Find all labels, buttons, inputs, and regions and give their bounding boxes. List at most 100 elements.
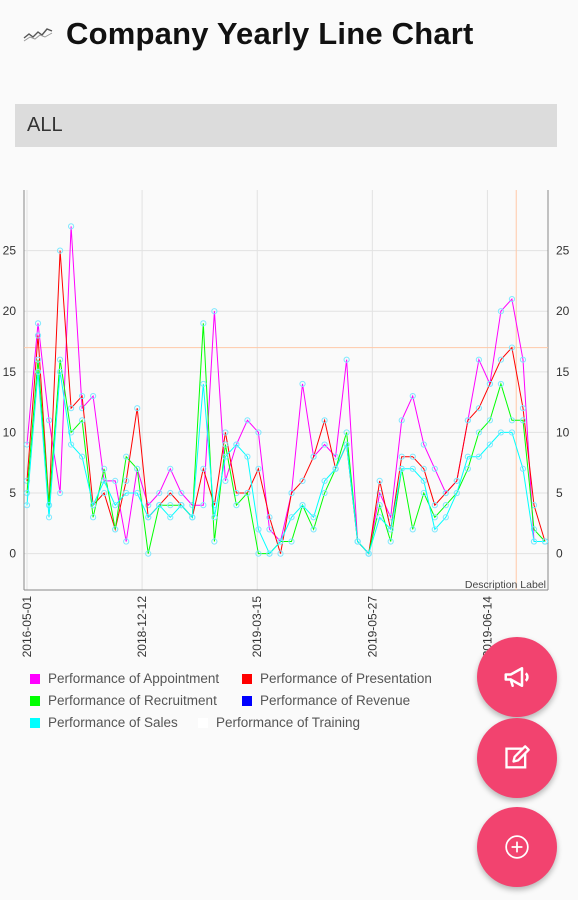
data-point[interactable] xyxy=(56,368,64,375)
data-point[interactable] xyxy=(101,489,108,497)
data-point[interactable] xyxy=(67,405,75,412)
data-point[interactable] xyxy=(200,320,207,327)
data-point[interactable] xyxy=(167,489,174,497)
data-point[interactable] xyxy=(200,380,207,388)
data-point[interactable] xyxy=(45,502,53,509)
data-point[interactable] xyxy=(486,441,493,448)
data-point[interactable] xyxy=(387,526,394,533)
edit-fab-button[interactable] xyxy=(477,718,557,798)
data-point[interactable] xyxy=(200,502,207,509)
data-point[interactable] xyxy=(123,538,130,545)
data-point[interactable] xyxy=(497,380,505,388)
data-point[interactable] xyxy=(123,477,130,485)
data-point[interactable] xyxy=(222,453,229,460)
data-point[interactable] xyxy=(519,417,527,424)
data-point[interactable] xyxy=(310,453,317,460)
data-point[interactable] xyxy=(156,489,163,497)
data-point[interactable] xyxy=(409,465,416,472)
data-point[interactable] xyxy=(134,405,141,412)
data-point[interactable] xyxy=(112,477,119,485)
filter-select[interactable]: ALL xyxy=(15,104,557,147)
data-point[interactable] xyxy=(200,465,207,472)
data-point[interactable] xyxy=(34,368,42,375)
data-point[interactable] xyxy=(376,502,383,509)
data-point[interactable] xyxy=(299,502,306,509)
data-point[interactable] xyxy=(134,465,141,472)
data-point[interactable] xyxy=(233,441,240,448)
data-point[interactable] xyxy=(67,441,75,448)
data-point[interactable] xyxy=(475,429,482,436)
data-point[interactable] xyxy=(442,514,449,521)
data-point[interactable] xyxy=(211,308,218,315)
data-point[interactable] xyxy=(475,405,482,412)
data-point[interactable] xyxy=(508,295,516,303)
data-point[interactable] xyxy=(310,514,317,521)
data-point[interactable] xyxy=(387,538,394,545)
data-point[interactable] xyxy=(222,441,229,448)
data-point[interactable] xyxy=(409,453,416,460)
data-point[interactable] xyxy=(464,417,471,424)
data-point[interactable] xyxy=(420,441,427,448)
data-point[interactable] xyxy=(321,477,328,485)
data-point[interactable] xyxy=(299,477,306,485)
data-point[interactable] xyxy=(321,417,328,424)
data-point[interactable] xyxy=(431,465,438,472)
data-point[interactable] xyxy=(255,429,262,436)
data-point[interactable] xyxy=(376,514,383,521)
data-point[interactable] xyxy=(112,502,119,509)
data-point[interactable] xyxy=(288,538,295,545)
data-point[interactable] xyxy=(167,465,174,472)
data-point[interactable] xyxy=(508,417,516,424)
data-point[interactable] xyxy=(497,356,505,363)
data-point[interactable] xyxy=(244,489,251,497)
data-point[interactable] xyxy=(464,453,471,460)
data-point[interactable] xyxy=(178,489,185,497)
data-point[interactable] xyxy=(56,356,64,363)
data-point[interactable] xyxy=(23,502,31,509)
data-point[interactable] xyxy=(45,514,53,521)
data-point[interactable] xyxy=(508,429,516,436)
data-point[interactable] xyxy=(277,538,284,545)
data-point[interactable] xyxy=(222,429,229,436)
data-point[interactable] xyxy=(45,417,53,424)
data-point[interactable] xyxy=(101,465,108,472)
data-point[interactable] xyxy=(398,453,405,460)
data-point[interactable] xyxy=(420,477,427,485)
data-point[interactable] xyxy=(255,526,262,533)
data-point[interactable] xyxy=(56,247,64,254)
data-point[interactable] xyxy=(90,392,97,400)
data-point[interactable] xyxy=(222,477,229,485)
add-fab-button[interactable] xyxy=(477,807,557,887)
data-point[interactable] xyxy=(508,344,516,351)
data-point[interactable] xyxy=(178,502,185,509)
data-point[interactable] xyxy=(486,417,493,424)
data-point[interactable] xyxy=(431,502,438,509)
data-point[interactable] xyxy=(277,550,284,557)
data-point[interactable] xyxy=(486,380,493,388)
data-point[interactable] xyxy=(67,429,75,436)
data-point[interactable] xyxy=(90,514,97,521)
data-point[interactable] xyxy=(453,477,460,485)
data-point[interactable] xyxy=(167,502,174,509)
data-point[interactable] xyxy=(519,465,527,472)
data-point[interactable] xyxy=(145,502,152,509)
data-point[interactable] xyxy=(288,489,295,497)
data-point[interactable] xyxy=(321,441,328,448)
data-point[interactable] xyxy=(420,465,427,472)
data-point[interactable] xyxy=(189,514,196,521)
data-point[interactable] xyxy=(79,405,86,412)
data-point[interactable] xyxy=(112,526,119,533)
data-point[interactable] xyxy=(244,453,251,460)
data-point[interactable] xyxy=(321,489,328,497)
data-point[interactable] xyxy=(497,429,505,436)
data-point[interactable] xyxy=(343,441,350,448)
announce-fab-button[interactable] xyxy=(477,637,557,717)
data-point[interactable] xyxy=(519,405,527,412)
data-point[interactable] xyxy=(23,477,31,485)
data-point[interactable] xyxy=(310,526,317,533)
data-point[interactable] xyxy=(134,489,141,497)
data-point[interactable] xyxy=(299,380,306,388)
data-point[interactable] xyxy=(398,417,405,424)
data-point[interactable] xyxy=(530,538,538,545)
data-point[interactable] xyxy=(541,538,549,545)
